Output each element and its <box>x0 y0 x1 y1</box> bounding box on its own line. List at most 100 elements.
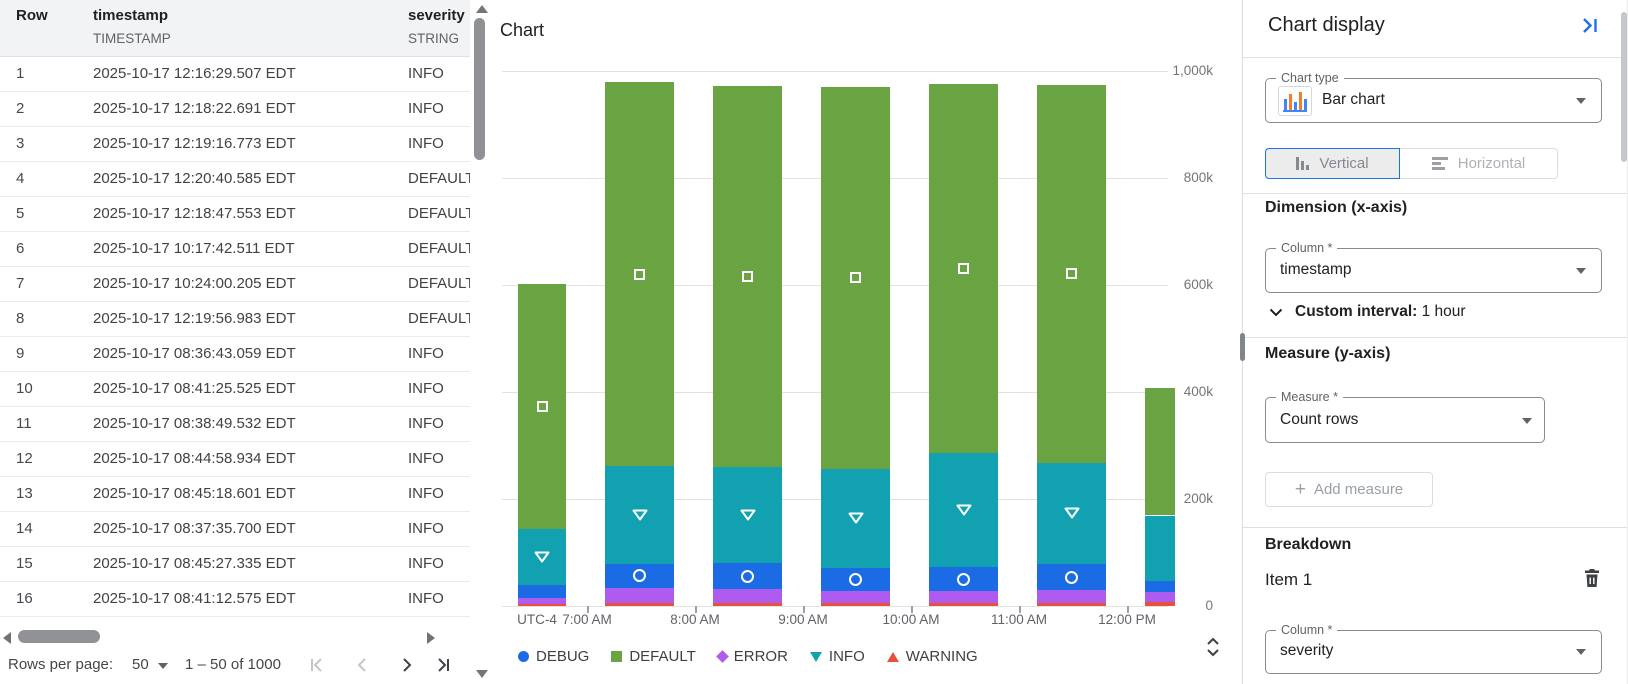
cell-severity: INFO <box>408 590 444 607</box>
y-axis-label: 1,000k <box>1172 62 1213 78</box>
table-row: 16 2025-10-17 08:41:12.575 EDT INFO <box>0 582 470 617</box>
y-axis-label: 400k <box>1183 383 1213 399</box>
table-body: 1 2025-10-17 12:16:29.507 EDT INFO 2 2025-10… <box>0 57 470 617</box>
bar-segment-info[interactable] <box>605 466 674 564</box>
bar-segment-default[interactable] <box>713 85 782 467</box>
panel-resize-handle[interactable] <box>1240 333 1245 361</box>
hscroll-right-arrow-icon[interactable] <box>427 632 435 644</box>
bar-segment-warning[interactable] <box>1037 603 1106 606</box>
bar-segment-info[interactable] <box>929 453 998 567</box>
legend-square-icon <box>611 651 623 662</box>
table-row: 1 2025-10-17 12:16:29.507 EDT INFO <box>0 57 470 92</box>
cell-severity: DEFAULT <box>408 205 470 222</box>
bar-segment-warning[interactable] <box>518 603 566 606</box>
marker-square-default <box>850 272 861 284</box>
table-row: 4 2025-10-17 12:20:40.585 EDT DEFAULT <box>0 162 470 197</box>
cell-row-number: 1 <box>16 65 25 82</box>
cell-row-number: 13 <box>16 485 33 502</box>
orientation-horizontal-button[interactable]: Horizontal <box>1399 148 1558 179</box>
cell-timestamp: 2025-10-17 08:45:18.601 EDT <box>93 485 296 502</box>
marker-circle-debug <box>849 572 862 586</box>
bar-segment-error[interactable] <box>1145 591 1175 603</box>
breakdown-column-dropdown[interactable]: Column * severity <box>1265 623 1602 674</box>
settings-panel-title: Chart display <box>1268 14 1385 36</box>
marker-circle-debug <box>957 572 970 586</box>
plus-icon: + <box>1294 479 1306 500</box>
horizontal-scrollbar-thumb[interactable] <box>18 630 100 643</box>
vertical-bars-icon <box>1296 157 1310 170</box>
bar-segment-error[interactable] <box>1037 589 1106 604</box>
vscroll-down-arrow-icon[interactable] <box>476 670 488 678</box>
bar-segment-info[interactable] <box>1037 462 1106 565</box>
previous-page-button[interactable] <box>354 656 374 676</box>
bar-segment-info[interactable] <box>821 468 890 568</box>
marker-square-default <box>536 401 548 412</box>
column-header-row: Row <box>16 7 48 24</box>
x-axis-tick <box>911 606 913 613</box>
marker-circle-debug <box>741 569 754 583</box>
bar-segment-debug[interactable] <box>1145 581 1175 592</box>
custom-interval-expander[interactable]: Custom interval: 1 hour <box>1269 300 1466 324</box>
legend-triangle-down-icon <box>809 651 822 662</box>
measure-dropdown[interactable]: Measure * Count rows <box>1265 390 1545 443</box>
settings-scrollbar-thumb[interactable] <box>1621 12 1627 162</box>
pagination-range: 1 – 50 of 1000 <box>185 656 281 673</box>
table-row: 7 2025-10-17 10:24:00.205 EDT DEFAULT <box>0 267 470 302</box>
chart-type-dropdown[interactable]: Chart type Bar chart <box>1265 71 1602 123</box>
first-page-button[interactable] <box>308 656 328 676</box>
collapse-panel-button[interactable] <box>1581 17 1600 39</box>
cell-timestamp: 2025-10-17 08:36:43.059 EDT <box>93 345 296 362</box>
y-axis-label: 200k <box>1183 490 1213 506</box>
bar-segment-info[interactable] <box>713 466 782 564</box>
delete-breakdown-button[interactable] <box>1583 568 1601 593</box>
dimension-column-dropdown[interactable]: Column * timestamp <box>1265 241 1602 293</box>
bar-segment-info[interactable] <box>518 529 566 586</box>
x-axis-label: 9:00 AM <box>778 612 828 627</box>
divider <box>1243 57 1628 58</box>
cell-timestamp: 2025-10-17 12:18:22.691 EDT <box>93 100 296 117</box>
add-measure-button[interactable]: + Add measure <box>1265 472 1433 507</box>
bar-segment-warning[interactable] <box>821 603 890 606</box>
bar-segment-default[interactable] <box>1145 388 1175 516</box>
bar-segment-error[interactable] <box>929 591 998 603</box>
rows-per-page-label: Rows per page: <box>8 656 114 673</box>
bar-segment-debug[interactable] <box>518 585 566 598</box>
bar-segment-info[interactable] <box>1145 515 1175 582</box>
bar-segment-warning[interactable] <box>713 603 782 606</box>
vscroll-up-arrow-icon[interactable] <box>476 5 488 13</box>
table-row: 8 2025-10-17 12:19:56.983 EDT DEFAULT <box>0 302 470 337</box>
bar-segment-error[interactable] <box>518 598 566 604</box>
rows-per-page-caret-icon[interactable] <box>158 663 168 669</box>
bar-segment-error[interactable] <box>713 588 782 604</box>
marker-triangle-info <box>534 551 550 563</box>
bar-segment-default[interactable] <box>518 283 566 530</box>
orientation-vertical-button[interactable]: Vertical <box>1265 148 1400 179</box>
bar-segment-default[interactable] <box>929 83 998 454</box>
marker-circle-debug <box>1065 570 1078 584</box>
rows-per-page-select[interactable]: 50 <box>132 656 149 673</box>
breakdown-column-value: severity <box>1280 642 1334 659</box>
bar-segment-warning[interactable] <box>929 602 998 606</box>
marker-triangle-info <box>956 504 971 516</box>
vertical-scrollbar-thumb[interactable] <box>474 18 485 160</box>
column-type-severity: STRING <box>408 31 460 46</box>
bar-segment-warning[interactable] <box>1145 602 1175 606</box>
bar-segment-warning[interactable] <box>605 602 674 606</box>
expand-chart-button[interactable] <box>1203 636 1223 663</box>
bar-segment-default[interactable] <box>605 82 674 467</box>
bar-segment-error[interactable] <box>605 587 674 603</box>
divider <box>1243 193 1628 194</box>
chevron-down-icon <box>1269 308 1283 316</box>
bar-segment-default[interactable] <box>1037 85 1106 463</box>
bar-segment-error[interactable] <box>821 590 890 604</box>
legend-label: DEFAULT <box>629 648 696 665</box>
y-axis-label: 800k <box>1183 169 1213 185</box>
hscroll-left-arrow-icon[interactable] <box>3 632 11 644</box>
bar-segment-default[interactable] <box>821 86 890 469</box>
table-row: 2 2025-10-17 12:18:22.691 EDT INFO <box>0 92 470 127</box>
table-row: 11 2025-10-17 08:38:49.532 EDT INFO <box>0 407 470 442</box>
table-row: 12 2025-10-17 08:44:58.934 EDT INFO <box>0 442 470 477</box>
next-page-button[interactable] <box>397 656 417 676</box>
last-page-button[interactable] <box>434 656 454 676</box>
cell-timestamp: 2025-10-17 12:19:16.773 EDT <box>93 135 296 152</box>
